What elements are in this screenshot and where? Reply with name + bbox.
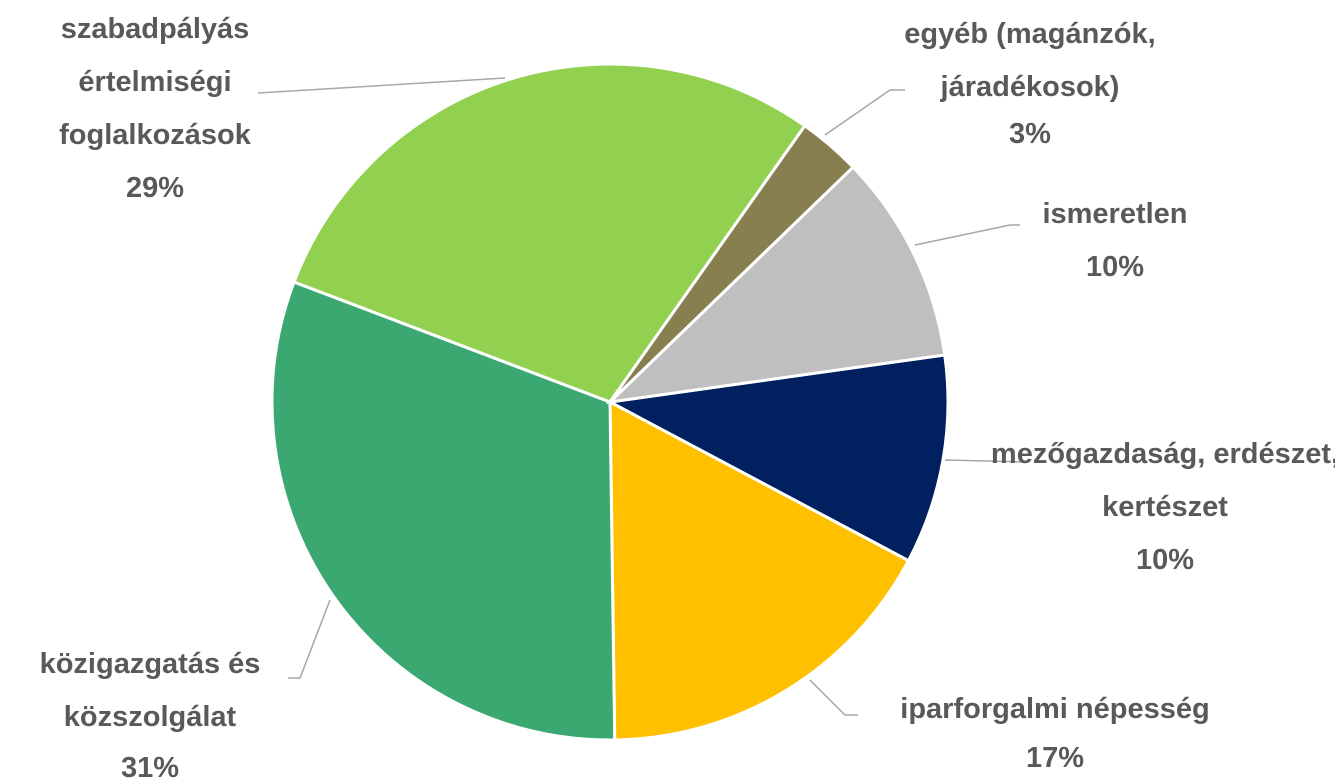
value-label: 10% bbox=[1135, 544, 1195, 576]
value-label: 17% bbox=[1025, 742, 1085, 774]
pie-slice bbox=[605, 353, 950, 563]
leader-line bbox=[824, 89, 905, 136]
slice-label: mezőgazdaság, erdészet, kertészet bbox=[990, 438, 1335, 523]
leader-lines bbox=[257, 77, 1026, 716]
leader-line bbox=[944, 459, 1026, 463]
slice-label: ismeretlen bbox=[1042, 198, 1188, 230]
slice-label: közigazgatás és közszolgálat bbox=[39, 648, 261, 733]
leader-line bbox=[288, 599, 331, 679]
leader-line bbox=[257, 77, 506, 94]
leader-line bbox=[914, 224, 1020, 246]
value-label: 29% bbox=[125, 172, 185, 204]
value-label: 3% bbox=[1009, 118, 1051, 150]
value-label: 10% bbox=[1085, 251, 1145, 283]
pie-slice bbox=[292, 62, 807, 404]
pie-slice bbox=[608, 399, 911, 742]
pie-slice bbox=[270, 280, 617, 742]
slice-label: szabadpályás értelmiségi foglalkozások bbox=[59, 13, 251, 151]
slice-label: egyéb (magánzók, járadékosok) bbox=[904, 18, 1156, 103]
pie-slice bbox=[605, 165, 947, 405]
value-label: 31% bbox=[120, 752, 180, 782]
leader-line bbox=[809, 679, 858, 716]
slice-label: iparforgalmi népesség bbox=[900, 693, 1210, 725]
